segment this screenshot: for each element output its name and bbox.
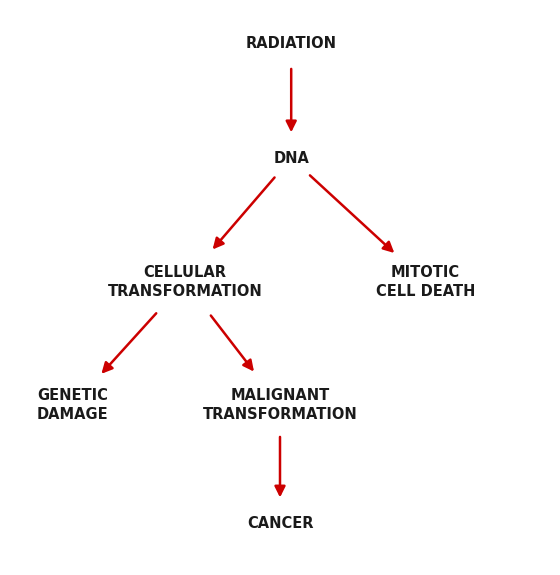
Text: CELLULAR
TRANSFORMATION: CELLULAR TRANSFORMATION <box>108 264 262 299</box>
Text: DNA: DNA <box>273 151 309 166</box>
Text: CANCER: CANCER <box>247 516 313 531</box>
Text: MALIGNANT
TRANSFORMATION: MALIGNANT TRANSFORMATION <box>203 388 357 423</box>
Text: RADIATION: RADIATION <box>246 36 337 51</box>
Text: MITOTIC
CELL DEATH: MITOTIC CELL DEATH <box>376 264 475 299</box>
Text: GENETIC
DAMAGE: GENETIC DAMAGE <box>37 388 109 423</box>
